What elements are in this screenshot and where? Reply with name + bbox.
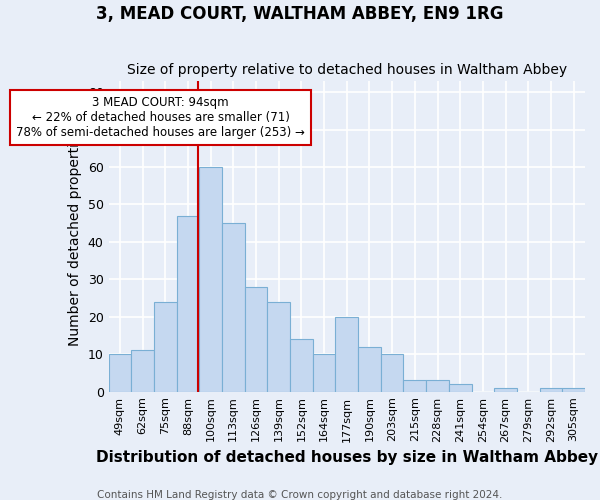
X-axis label: Distribution of detached houses by size in Waltham Abbey: Distribution of detached houses by size … [95, 450, 598, 465]
Bar [290, 340, 313, 392]
Bar [358, 347, 381, 392]
Bar [403, 380, 426, 392]
Text: Contains HM Land Registry data © Crown copyright and database right 2024.: Contains HM Land Registry data © Crown c… [97, 490, 503, 500]
Bar [199, 167, 222, 392]
Bar [176, 216, 199, 392]
Bar [494, 388, 517, 392]
Bar [245, 287, 268, 392]
Text: 3, MEAD COURT, WALTHAM ABBEY, EN9 1RG: 3, MEAD COURT, WALTHAM ABBEY, EN9 1RG [96, 5, 504, 23]
Title: Size of property relative to detached houses in Waltham Abbey: Size of property relative to detached ho… [127, 63, 567, 77]
Bar [154, 302, 176, 392]
Bar [313, 354, 335, 392]
Bar [109, 354, 131, 392]
Bar [539, 388, 562, 392]
Bar [222, 223, 245, 392]
Bar [131, 350, 154, 392]
Bar [381, 354, 403, 392]
Bar [335, 317, 358, 392]
Text: 3 MEAD COURT: 94sqm
← 22% of detached houses are smaller (71)
78% of semi-detach: 3 MEAD COURT: 94sqm ← 22% of detached ho… [16, 96, 305, 139]
Y-axis label: Number of detached properties: Number of detached properties [68, 127, 82, 346]
Bar [268, 302, 290, 392]
Bar [426, 380, 449, 392]
Bar [562, 388, 585, 392]
Bar [449, 384, 472, 392]
